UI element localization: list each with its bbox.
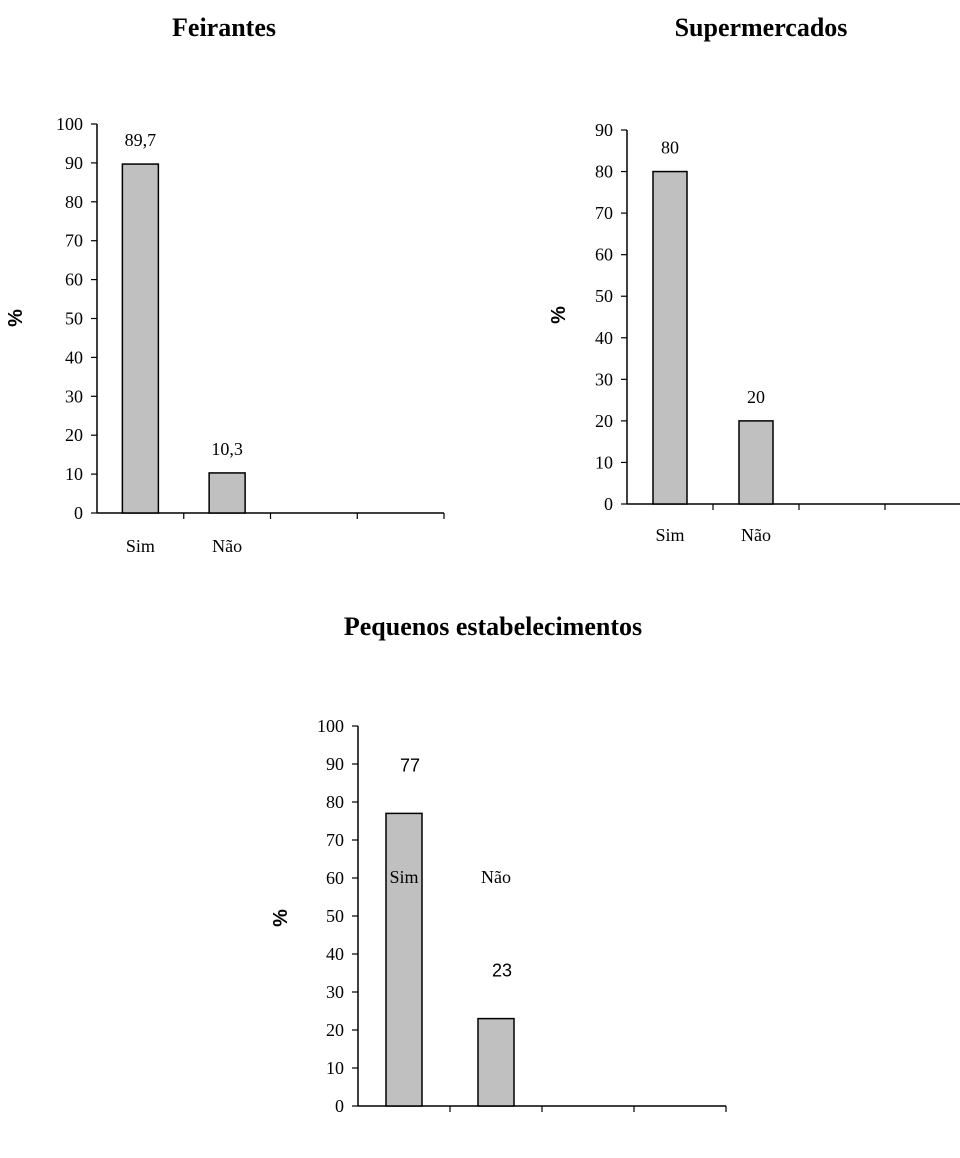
pequenos-bar-sim — [385, 812, 423, 1107]
supermercados-y-tick-label: 50 — [595, 286, 613, 306]
pequenos-data-label: 77 — [400, 755, 420, 775]
pequenos-y-tick-label: 40 — [326, 944, 344, 964]
supermercados-y-tick-label: 70 — [595, 203, 613, 223]
pequenos-y-tick-label: 0 — [335, 1096, 344, 1116]
feirantes-y-tick-label: 50 — [65, 309, 83, 329]
feirantes-category-label: Sim — [126, 536, 155, 556]
pequenos-y-tick-label: 90 — [326, 754, 344, 774]
feirantes-y-tick-label: 60 — [65, 270, 83, 290]
supermercados-category-label: Não — [741, 525, 771, 545]
feirantes-y-axis-label: % — [5, 309, 27, 327]
feirantes-bar-no — [208, 472, 246, 514]
pequenos-y-tick-label: 100 — [317, 716, 344, 736]
pequenos-y-tick-label: 70 — [326, 830, 344, 850]
feirantes-y-tick-label: 30 — [65, 386, 83, 406]
chart-pequenos-estabelecimentos: 0 10 20 30 40 50 60 70 80 90 100 77 Sim 23 Não% — [270, 716, 727, 1116]
chart-title-pequenos-estabelecimentos: Pequenos estabelecimentos — [344, 612, 642, 641]
supermercados-y-tick-label: 30 — [595, 369, 613, 389]
pequenos-category-label: Não — [481, 867, 511, 887]
feirantes-y-tick-label: 20 — [65, 425, 83, 445]
feirantes-category-label: Não — [212, 536, 242, 556]
pequenos-category-label: Sim — [389, 867, 418, 887]
pequenos-y-tick-label: 60 — [326, 868, 344, 888]
pequenos-y-tick-label: 50 — [326, 906, 344, 926]
supermercados-y-tick-label: 10 — [595, 452, 613, 472]
feirantes-data-label: 10,3 — [211, 439, 243, 459]
feirantes-y-tick-label: 100 — [56, 114, 83, 134]
supermercados-y-tick-label: 40 — [595, 328, 613, 348]
pequenos-y-tick-label: 30 — [326, 982, 344, 1002]
pequenos-y-tick-label: 20 — [326, 1020, 344, 1040]
supermercados-y-tick-label: 60 — [595, 245, 613, 265]
pequenos-y-tick-label: 10 — [326, 1058, 344, 1078]
feirantes-y-tick-label: 10 — [65, 464, 83, 484]
chart-title-supermercados: Supermercados — [675, 13, 848, 42]
supermercados-bar-sim — [652, 170, 688, 505]
supermercados-y-tick-label: 20 — [595, 411, 613, 431]
pequenos-y-tick-label: 80 — [326, 792, 344, 812]
supermercados-data-label: 20 — [747, 387, 765, 407]
pequenos-y-axis-label: % — [270, 909, 292, 927]
feirantes-y-tick-label: 70 — [65, 231, 83, 251]
supermercados-bar-no — [738, 420, 774, 505]
feirantes-data-label: 89,7 — [125, 130, 157, 150]
supermercados-y-tick-label: 80 — [595, 162, 613, 182]
feirantes-y-tick-label: 0 — [74, 503, 83, 523]
pequenos-bar-no — [477, 1017, 515, 1107]
supermercados-data-label: 80 — [661, 138, 679, 158]
supermercados-category-label: Sim — [655, 525, 684, 545]
feirantes-bar-sim — [121, 163, 160, 514]
feirantes-y-tick-label: 80 — [65, 192, 83, 212]
supermercados-y-tick-label: 0 — [604, 494, 613, 514]
supermercados-y-tick-label: 90 — [595, 120, 613, 140]
feirantes-y-tick-label: 40 — [65, 347, 83, 367]
supermercados-y-axis-label: % — [548, 306, 570, 324]
chart-title-feirantes: Feirantes — [172, 13, 276, 42]
feirantes-y-tick-label: 90 — [65, 153, 83, 173]
chart-supermercados: 0 10 20 30 40 50 60 70 80 90 80 Sim 20 Não% — [548, 120, 960, 545]
pequenos-data-label: 23 — [492, 961, 512, 981]
chart-feirantes: 0 10 20 30 40 50 60 70 80 90 100 89,7 Sim 10,3 Não% — [5, 114, 445, 556]
